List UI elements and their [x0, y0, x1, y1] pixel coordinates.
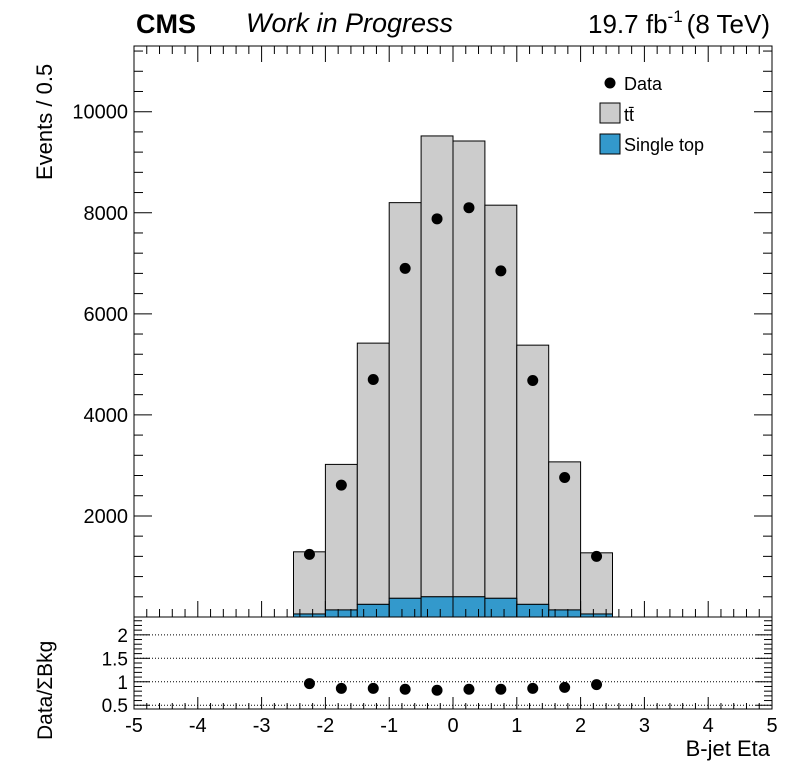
ratio-y-axis-title: Data/ΣBkg — [34, 641, 57, 740]
main-x-ticks — [146, 46, 760, 617]
ratio-point — [495, 683, 507, 695]
ttbar-bar — [388, 202, 422, 599]
singletop-bar — [420, 596, 454, 618]
legend-singletop-label: Single top — [624, 135, 704, 155]
ratio-y-tick-label: 1.5 — [102, 649, 128, 670]
lumi-value: 19.7 fb — [588, 9, 668, 39]
y-tick-label: 6000 — [84, 304, 129, 326]
x-tick-label: -2 — [317, 715, 335, 737]
legend-data-label: Data — [624, 74, 663, 94]
ttbar-bar — [484, 204, 518, 599]
lumi-energy: (8 TeV) — [687, 9, 770, 39]
singletop-bar — [324, 609, 358, 618]
ttbar-bar — [548, 461, 582, 611]
legend-ttbar-swatch — [599, 102, 621, 124]
ratio-panel: 0.511.52 -5 -4 -3 -2 -1 0 1 2 3 4 5 Data/ΣBkg B-je… — [34, 616, 778, 761]
x-tick-label: 5 — [766, 715, 777, 737]
x-tick-label: -3 — [253, 715, 271, 737]
data-point — [367, 374, 379, 386]
legend: Data tt̄ Single top — [599, 74, 704, 155]
data-point — [463, 202, 475, 214]
lumi-exponent: -1 — [668, 7, 683, 26]
legend-singletop-swatch — [599, 133, 621, 155]
stacked-histograms — [293, 135, 613, 618]
data-points — [303, 202, 603, 562]
y-tick-label: 8000 — [84, 203, 129, 225]
data-point — [399, 262, 411, 274]
data-point — [431, 213, 443, 225]
data-point — [591, 550, 603, 562]
legend-data-marker — [604, 77, 616, 89]
ttbar-bar — [452, 140, 486, 598]
ttbar-bar — [580, 552, 613, 615]
singletop-bar — [548, 609, 582, 618]
x-tick-label: -1 — [380, 715, 398, 737]
singletop-bar — [388, 597, 422, 618]
data-point — [303, 548, 315, 560]
ttbar-bar — [420, 135, 454, 598]
y-tick-label: 2000 — [84, 506, 129, 528]
experiment-label: CMS — [136, 9, 196, 39]
x-tick-label: 3 — [639, 715, 650, 737]
x-tick-label: 2 — [575, 715, 586, 737]
ratio-y-tick-label: 1 — [117, 673, 128, 694]
x-axis-title: B-jet Eta — [686, 736, 771, 761]
ratio-point — [431, 684, 443, 696]
main-panel: 2000 4000 6000 8000 10000 Events / 0.5 — [32, 45, 773, 618]
x-tick-label: -5 — [125, 715, 143, 737]
ttbar-bar — [356, 342, 390, 605]
data-point — [527, 375, 539, 387]
ratio-x-axis: -5 -4 -3 -2 -1 0 1 2 3 4 5 — [125, 697, 778, 737]
data-point — [559, 472, 571, 484]
ratio-frame — [133, 616, 773, 710]
ratio-points — [303, 678, 603, 696]
ratio-point — [527, 682, 539, 694]
ratio-point — [335, 682, 347, 694]
ratio-reference-lines — [134, 634, 772, 706]
x-tick-label: 0 — [447, 715, 458, 737]
ratio-point — [463, 683, 475, 695]
main-y-axis: 2000 4000 6000 8000 10000 — [72, 50, 772, 598]
ratio-point — [559, 681, 571, 693]
x-tick-label: 4 — [703, 715, 714, 737]
x-tick-label: -4 — [189, 715, 207, 737]
data-point — [335, 479, 347, 491]
singletop-bar — [356, 603, 390, 618]
ratio-point — [591, 679, 603, 691]
y-tick-label: 10000 — [72, 102, 128, 124]
y-tick-label: 4000 — [84, 405, 129, 427]
ratio-point — [399, 683, 411, 695]
singletop-bar — [516, 603, 550, 618]
ratio-y-axis: 0.51 1.52 — [102, 620, 772, 717]
singletop-bar — [452, 596, 486, 618]
ratio-point — [303, 678, 315, 690]
status-label: Work in Progress — [246, 8, 453, 38]
ttbar-bar — [293, 551, 326, 615]
ratio-y-tick-label: 2 — [117, 626, 128, 647]
singletop-bar — [484, 597, 518, 618]
data-point — [495, 265, 507, 277]
lumi-label: 19.7 fb-1 (8 TeV) — [588, 7, 770, 39]
legend-ttbar-label: tt̄ — [624, 105, 634, 125]
x-tick-label: 1 — [511, 715, 522, 737]
ratio-point — [367, 682, 379, 694]
main-y-axis-title: Events / 0.5 — [32, 64, 57, 180]
ratio-y-tick-label: 0.5 — [102, 696, 128, 717]
